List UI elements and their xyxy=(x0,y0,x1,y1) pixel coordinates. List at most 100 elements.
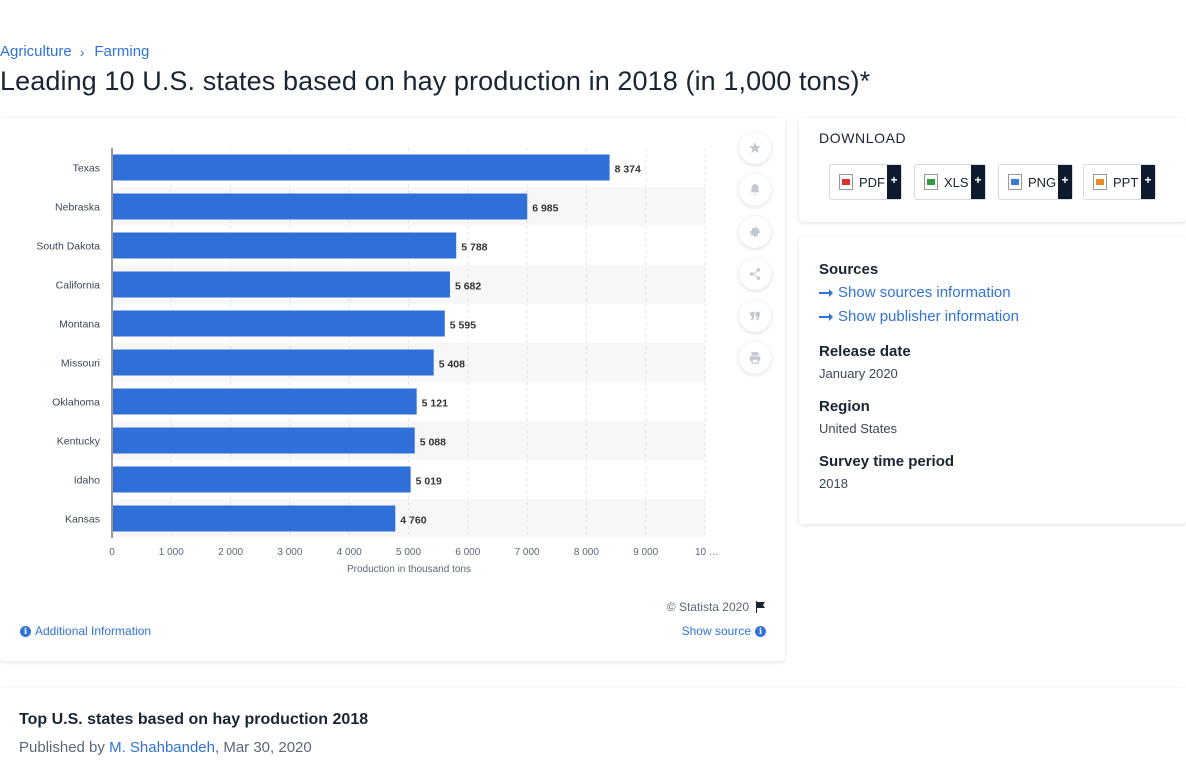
sources-heading: Sources xyxy=(819,261,879,278)
statistic-info-card: Sources Show sources information Show pu… xyxy=(799,237,1186,524)
bar-oklahoma xyxy=(113,388,417,415)
published-prefix: Published by xyxy=(19,739,105,756)
x-tick-label: 7 000 xyxy=(515,547,540,558)
survey-period-heading: Survey time period xyxy=(819,453,955,470)
info-icon: i xyxy=(20,625,31,637)
bar-missouri xyxy=(113,349,434,376)
breadcrumb-separator: › xyxy=(79,43,85,60)
download-png-label: PNG xyxy=(1028,174,1057,190)
x-tick-label: 0 xyxy=(109,547,115,558)
category-label: Texas xyxy=(73,163,100,175)
print-icon[interactable] xyxy=(739,342,771,374)
download-card: DOWNLOAD PDF + XLS + PNG + PPT + xyxy=(799,118,1186,222)
published-line: Published by M. Shahbandeh, Mar 30, 2020 xyxy=(19,739,312,756)
category-label: Oklahoma xyxy=(52,397,100,409)
x-tick-label: 6 000 xyxy=(455,547,480,558)
author-link[interactable]: M. Shahbandeh xyxy=(109,739,215,756)
bar-kansas xyxy=(113,505,396,532)
value-label: 5 088 xyxy=(420,437,446,449)
page-title: Leading 10 U.S. states based on hay prod… xyxy=(0,66,871,96)
bar-texas xyxy=(113,154,610,181)
value-label: 5 121 xyxy=(422,398,448,410)
value-label: 4 760 xyxy=(400,515,426,527)
plus-icon: + xyxy=(887,165,901,199)
favorite-star-icon[interactable] xyxy=(739,132,771,164)
chart-card: 0 1 000 2 000 3 000 4 000 5 000 6 000 7 000 8 00… xyxy=(0,118,785,661)
bar-chart: 0 1 000 2 000 3 000 4 000 5 000 6 000 7 000 8 00… xyxy=(36,148,719,575)
value-label: 5 595 xyxy=(450,320,476,332)
settings-gear-icon[interactable] xyxy=(739,216,771,248)
show-source-label: Show source xyxy=(681,624,751,638)
x-tick-label: 8 000 xyxy=(574,547,599,558)
x-tick-label: 5 000 xyxy=(396,547,421,558)
publication-card: Top U.S. states based on hay production … xyxy=(0,688,1186,760)
chart-tools xyxy=(739,132,771,374)
value-label: 6 985 xyxy=(532,203,558,215)
release-date-heading: Release date xyxy=(819,343,911,360)
category-label: Montana xyxy=(59,319,100,331)
share-icon[interactable] xyxy=(739,258,771,290)
copyright-text: © Statista 2020 xyxy=(666,600,749,614)
published-date: , Mar 30, 2020 xyxy=(215,739,312,756)
download-xls-button[interactable]: XLS + xyxy=(914,164,986,200)
release-date-value: January 2020 xyxy=(819,366,898,381)
notification-bell-icon[interactable] xyxy=(739,174,771,206)
category-label: South Dakota xyxy=(36,241,100,253)
download-ppt-label: PPT xyxy=(1113,174,1139,190)
value-label: 5 019 xyxy=(416,476,442,488)
info-icon: i xyxy=(755,625,766,637)
arrow-right-icon xyxy=(819,312,833,322)
x-tick-label: 4 000 xyxy=(337,547,362,558)
value-label: 5 682 xyxy=(455,281,481,293)
bar-idaho xyxy=(113,466,411,493)
show-sources-link[interactable]: Show sources information xyxy=(819,284,1011,301)
category-label: Idaho xyxy=(74,475,100,487)
value-label: 8 374 xyxy=(615,164,641,176)
value-label: 5 788 xyxy=(461,242,487,254)
breadcrumb-farming[interactable]: Farming xyxy=(94,43,150,60)
breadcrumb-agriculture[interactable]: Agriculture xyxy=(0,43,72,60)
pdf-file-icon xyxy=(839,174,853,190)
publication-title: Top U.S. states based on hay production … xyxy=(19,711,369,728)
category-label: Missouri xyxy=(61,358,100,370)
download-pdf-label: PDF xyxy=(859,174,885,190)
plus-icon: + xyxy=(971,165,985,199)
copyright-notice: © Statista 2020 xyxy=(667,600,767,614)
xls-file-icon xyxy=(924,174,938,190)
plus-icon: + xyxy=(1058,165,1072,199)
plus-icon: + xyxy=(1141,165,1155,199)
bar-nebraska xyxy=(113,193,528,220)
download-xls-label: XLS xyxy=(944,174,969,190)
x-tick-label: 2 000 xyxy=(218,547,243,558)
show-publisher-link[interactable]: Show publisher information xyxy=(819,308,1019,325)
bar-california xyxy=(113,271,450,298)
download-pdf-button[interactable]: PDF + xyxy=(829,164,902,200)
category-label: Kansas xyxy=(65,514,100,526)
ppt-file-icon xyxy=(1093,174,1107,190)
breadcrumb: Agriculture › Farming xyxy=(0,43,149,60)
x-tick-label: 3 000 xyxy=(277,547,302,558)
x-axis-title: Production in thousand tons xyxy=(347,564,471,575)
download-png-button[interactable]: PNG + xyxy=(998,164,1073,200)
category-label: California xyxy=(56,280,101,292)
flag-icon[interactable] xyxy=(755,601,767,613)
show-publisher-label: Show publisher information xyxy=(838,308,1019,325)
download-title: DOWNLOAD xyxy=(819,130,907,146)
show-sources-label: Show sources information xyxy=(838,284,1011,301)
arrow-right-icon xyxy=(819,288,833,298)
x-tick-label: 9 000 xyxy=(633,547,658,558)
bar-kentucky xyxy=(113,427,415,454)
region-value: United States xyxy=(819,421,898,436)
x-tick-label: 10 … xyxy=(695,547,719,558)
additional-info-label: Additional Information xyxy=(35,624,152,638)
value-label: 5 408 xyxy=(439,359,465,371)
additional-info-link[interactable]: i Additional Information xyxy=(20,624,151,638)
category-label: Nebraska xyxy=(55,202,100,214)
bar-montana xyxy=(113,310,445,337)
download-ppt-button[interactable]: PPT + xyxy=(1083,164,1156,200)
survey-period-value: 2018 xyxy=(819,476,848,491)
show-source-link[interactable]: Show source i xyxy=(682,624,766,638)
bar-south-dakota xyxy=(113,232,457,259)
quote-icon[interactable] xyxy=(739,300,771,332)
x-tick-label: 1 000 xyxy=(159,547,184,558)
